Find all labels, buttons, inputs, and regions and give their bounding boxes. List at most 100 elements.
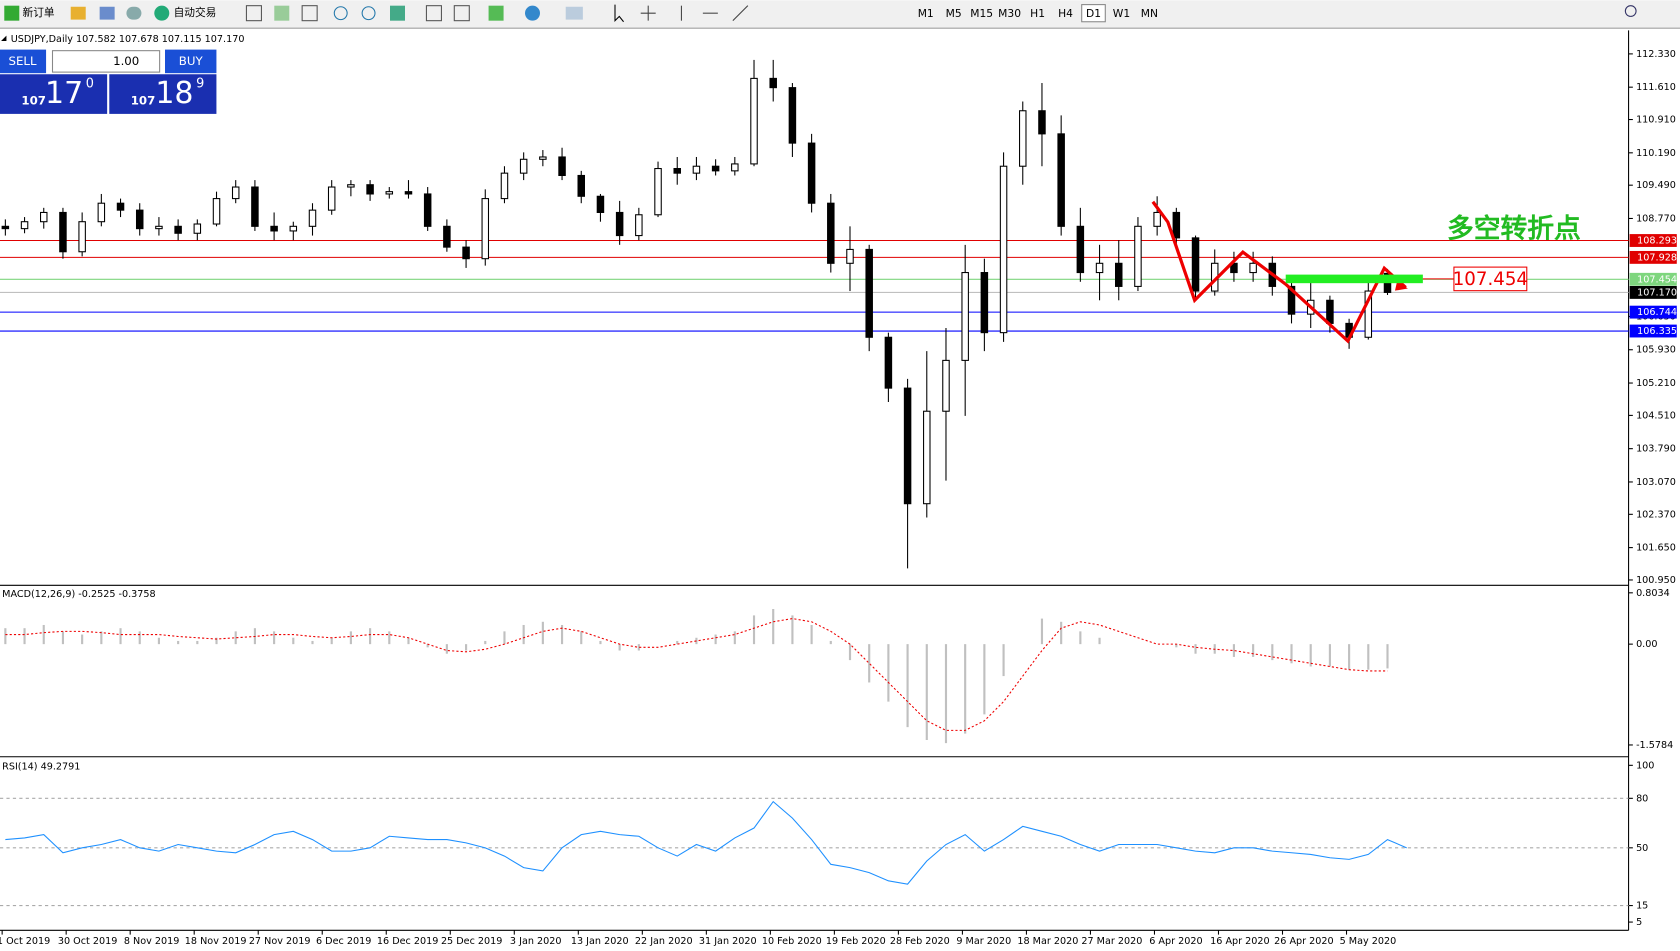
bid-main: 17	[45, 76, 83, 111]
timeframe[interactable]: M1	[918, 7, 934, 20]
bid-big: 107	[21, 94, 46, 108]
candle-body	[385, 191, 394, 195]
tool-icon[interactable]	[453, 5, 470, 22]
y-tick-label: 103.070	[1636, 477, 1676, 488]
tool-icon[interactable]	[565, 6, 583, 20]
tool-icon[interactable]	[274, 5, 290, 21]
timeframe[interactable]: M30	[998, 7, 1021, 20]
new-order-icon[interactable]	[4, 5, 20, 21]
y-tick-label: 100	[1636, 760, 1654, 771]
annotation-text: 多空转折点	[1447, 213, 1581, 245]
candle-body	[1038, 110, 1046, 135]
y-tick-label: 103.790	[1636, 444, 1676, 455]
x-tick-label: 31 Jan 2020	[699, 936, 757, 947]
candle-body	[251, 186, 259, 227]
y-tick-label: 111.610	[1636, 82, 1676, 93]
y-tick-label: -1.5784	[1636, 740, 1673, 751]
candle-body	[731, 163, 739, 172]
candle-body	[231, 186, 240, 200]
x-tick-label: 27 Mar 2020	[1081, 936, 1142, 947]
tool-icon[interactable]	[525, 5, 540, 21]
candle-body	[1076, 225, 1085, 274]
candle-body	[500, 172, 509, 200]
candle-body	[577, 174, 585, 197]
zoom-out[interactable]	[361, 6, 376, 21]
tool-icons	[70, 4, 1637, 23]
x-tick-label: 30 Oct 2019	[58, 936, 118, 947]
x-tick-label: 27 Nov 2019	[249, 936, 311, 947]
candle-body	[1153, 211, 1161, 227]
crosshair-tool[interactable]	[640, 5, 656, 21]
candle-body	[1057, 133, 1065, 227]
price-tag	[1629, 285, 1677, 299]
auto-trade-icon[interactable]	[154, 5, 170, 21]
auto-trade[interactable]: 自动交易	[174, 6, 217, 19]
trade-panel: SELL 1.00 BUY 107 17 0 107 18 9	[0, 49, 217, 114]
x-tick-label: 8 Nov 2019	[124, 936, 180, 947]
tool-icon[interactable]	[301, 5, 318, 22]
timeframe[interactable]: W1	[1113, 7, 1130, 20]
candle-body	[539, 156, 547, 160]
candle-body	[635, 214, 643, 237]
candle-body	[366, 184, 374, 195]
sell-label[interactable]: SELL	[8, 54, 36, 68]
candle-body	[807, 142, 816, 204]
candle-body	[519, 158, 528, 174]
price-pane: 100.950 101.650 102.370 103.070 103.790 104.5…	[0, 49, 1677, 586]
lot-input[interactable]	[51, 50, 161, 73]
buy-button[interactable]	[165, 49, 217, 74]
tool-icon[interactable]	[425, 5, 442, 22]
candle-body	[711, 165, 720, 172]
y-tick-label: 112.330	[1636, 49, 1676, 60]
price-tag	[1629, 250, 1677, 264]
candle-body	[827, 202, 835, 264]
new-order[interactable]: 新订单	[23, 6, 55, 19]
header-icon	[1, 35, 7, 42]
price-tag-label: 107.454	[1637, 274, 1677, 285]
x-tick-label: 5 May 2020	[1340, 936, 1397, 947]
timeframes: M1 M5 M15 M30 H1 H4 D1 W1 MN	[918, 4, 1158, 23]
candle-body	[750, 77, 758, 165]
tool-icon[interactable]	[99, 6, 115, 20]
buy-label[interactable]: BUY	[179, 54, 204, 68]
timeframe[interactable]: MN	[1141, 7, 1158, 20]
timeframe[interactable]: M5	[946, 7, 962, 20]
candle-body	[1326, 299, 1334, 324]
timeframe[interactable]: M15	[970, 7, 993, 20]
timeframe[interactable]: H4	[1058, 7, 1073, 20]
candle-body	[692, 165, 701, 174]
tool-icon[interactable]	[70, 6, 86, 20]
candle-body	[327, 186, 336, 211]
timeframe[interactable]: D1	[1086, 7, 1101, 20]
candle-body	[1114, 262, 1123, 287]
tool-icon[interactable]	[488, 5, 504, 21]
trendline-tool[interactable]	[732, 5, 749, 22]
sell-button[interactable]	[0, 49, 47, 74]
bid-sup: 0	[86, 76, 94, 91]
timeframe[interactable]: H1	[1030, 7, 1045, 20]
candle-body	[135, 209, 144, 230]
lot-value[interactable]: 1.00	[113, 54, 139, 68]
y-tick-label: 110.190	[1636, 148, 1676, 159]
price-tag	[1629, 324, 1677, 338]
tool-icon[interactable]	[245, 5, 262, 22]
candle-body	[596, 195, 605, 213]
tool-icon[interactable]	[390, 5, 405, 21]
y-tick-label: 100.950	[1636, 575, 1676, 586]
y-tick-label: 102.370	[1636, 509, 1676, 520]
candle-body	[1172, 211, 1181, 239]
candle-body	[942, 359, 950, 412]
candle-body	[116, 202, 125, 211]
candle-body	[769, 77, 777, 89]
bid-box[interactable]	[0, 74, 108, 114]
cursor-tool[interactable]	[614, 4, 624, 23]
y-tick-label: 105.210	[1636, 378, 1676, 389]
price-tag	[1629, 272, 1677, 286]
ask-box[interactable]	[109, 74, 217, 114]
tool-icon[interactable]	[126, 6, 142, 20]
search[interactable]	[1624, 5, 1637, 17]
candle-body	[155, 225, 163, 230]
zoom-in[interactable]	[333, 6, 348, 21]
active-timeframe	[1081, 4, 1106, 23]
y-tick-label: 0.8034	[1636, 588, 1670, 599]
